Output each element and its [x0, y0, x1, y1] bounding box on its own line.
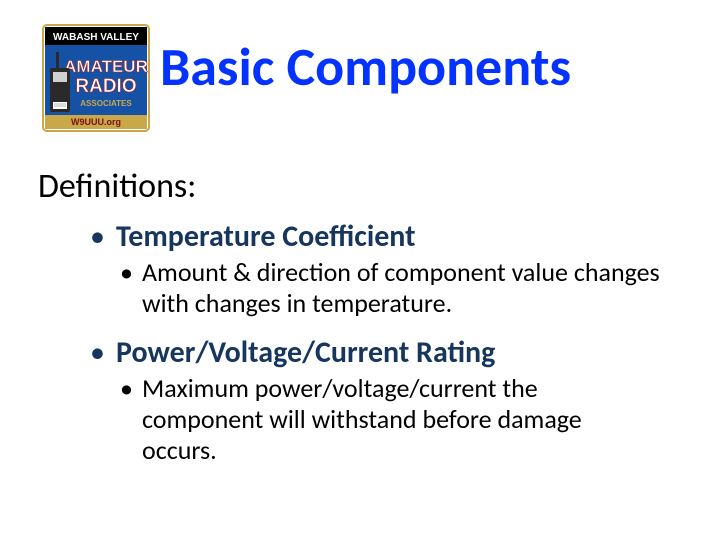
- club-logo: WABASH VALLEY AMATEUR RADIO ASSOCIATES W…: [42, 24, 150, 132]
- slide: WABASH VALLEY AMATEUR RADIO ASSOCIATES W…: [0, 0, 720, 540]
- bullet-power-rating-detail: Maximum power/voltage/current the compon…: [120, 373, 660, 465]
- radio-keypad-icon: [53, 102, 67, 109]
- logo-top-text: WABASH VALLEY: [53, 32, 139, 43]
- bullet-power-rating: Power/Voltage/Current Rating: [90, 334, 660, 371]
- logo-assoc: ASSOCIATES: [80, 99, 132, 108]
- bullet-temperature-coefficient-detail: Amount & direction of component value ch…: [120, 257, 660, 318]
- section-heading: Definitions:: [38, 166, 196, 207]
- logo-line2: RADIO: [75, 76, 136, 97]
- slide-title: Basic Components: [160, 34, 571, 100]
- bullet-list: Temperature Coefficient Amount & directi…: [90, 218, 660, 481]
- radio-antenna-icon: [56, 52, 59, 68]
- bullet-temperature-coefficient: Temperature Coefficient: [90, 218, 660, 255]
- radio-screen-icon: [53, 72, 67, 82]
- logo-bottom-text: W9UUU.org: [71, 117, 121, 127]
- logo-line1: AMATEUR: [64, 57, 148, 76]
